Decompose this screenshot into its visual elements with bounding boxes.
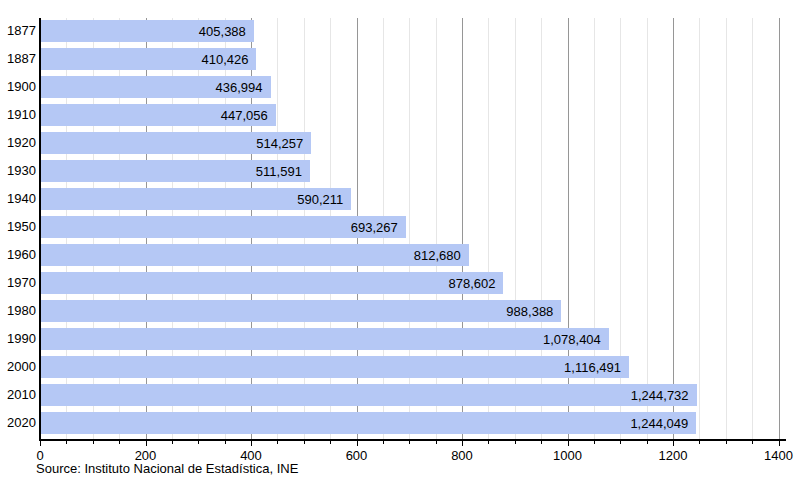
- x-tick-major: [673, 441, 674, 446]
- bar-row: 1990 1,078,404: [0, 328, 800, 350]
- y-axis-year-label: 2010: [0, 384, 36, 406]
- bar-value-label: 590,211: [297, 192, 343, 207]
- bar: 812,680: [41, 244, 469, 266]
- bar-row: 2020 1,244,049: [0, 412, 800, 434]
- x-tick-major: [357, 441, 358, 446]
- bar-value-label: 1,244,049: [630, 416, 688, 431]
- bar-value-label: 988,388: [506, 304, 553, 319]
- bar-row: 1970 878,602: [0, 272, 800, 294]
- bar: 1,244,732: [41, 384, 697, 406]
- x-tick-minor: [541, 441, 542, 444]
- x-tick-label: 800: [432, 448, 492, 463]
- bar: 511,591: [41, 160, 310, 182]
- x-tick-minor: [330, 441, 331, 444]
- x-tick-minor: [225, 441, 226, 444]
- x-tick-major: [251, 441, 252, 446]
- bar-value-label: 410,426: [201, 52, 248, 67]
- x-tick-minor: [436, 441, 437, 444]
- x-tick-minor: [277, 441, 278, 444]
- bar: 410,426: [41, 48, 256, 70]
- bar-value-label: 1,116,491: [564, 360, 621, 375]
- bar-row: 1877 405,388: [0, 20, 800, 42]
- bar-row: 1980 988,388: [0, 300, 800, 322]
- bar-row: 1940 590,211: [0, 188, 800, 210]
- y-axis-year-label: 1940: [0, 188, 36, 210]
- bar-row: 1960 812,680: [0, 244, 800, 266]
- bar-row: 2000 1,116,491: [0, 356, 800, 378]
- x-tick-minor: [726, 441, 727, 444]
- x-tick-minor: [647, 441, 648, 444]
- bar: 436,994: [41, 76, 271, 98]
- y-axis-year-label: 1990: [0, 328, 36, 350]
- y-axis-year-label: 2020: [0, 412, 36, 434]
- bar: 514,257: [41, 132, 311, 154]
- bar-value-label: 812,680: [414, 248, 461, 263]
- bar-value-label: 878,602: [448, 276, 495, 291]
- x-tick-minor: [383, 441, 384, 444]
- x-tick-major: [779, 441, 780, 446]
- bar-value-label: 405,388: [199, 24, 246, 39]
- bar-row: 2010 1,244,732: [0, 384, 800, 406]
- source-note: Source: Instituto Nacional de Estadístic…: [36, 461, 298, 476]
- bar-row: 1930 511,591: [0, 160, 800, 182]
- x-tick-minor: [594, 441, 595, 444]
- bar: 1,116,491: [41, 356, 629, 378]
- bar-value-label: 1,078,404: [543, 332, 601, 347]
- y-axis-year-label: 1887: [0, 48, 36, 70]
- x-tick-minor: [198, 441, 199, 444]
- x-tick-label: 1400: [749, 448, 800, 463]
- y-axis-year-label: 1920: [0, 132, 36, 154]
- y-axis-year-label: 2000: [0, 356, 36, 378]
- bar-value-label: 511,591: [256, 164, 302, 179]
- x-tick-minor: [172, 441, 173, 444]
- x-tick-label: 1000: [538, 448, 598, 463]
- bar-value-label: 447,056: [221, 108, 268, 123]
- x-tick-label: 1200: [643, 448, 703, 463]
- bar: 1,078,404: [41, 328, 609, 350]
- bar-row: 1950 693,267: [0, 216, 800, 238]
- x-tick-major: [40, 441, 41, 446]
- bar-row: 1887 410,426: [0, 48, 800, 70]
- bar-value-label: 693,267: [351, 220, 398, 235]
- y-axis-year-label: 1877: [0, 20, 36, 42]
- bar: 1,244,049: [41, 412, 696, 434]
- y-axis-line: [39, 18, 41, 441]
- x-tick-minor: [409, 441, 410, 444]
- x-tick-minor: [699, 441, 700, 444]
- population-bar-chart: 1877 405,388 1887 410,426 1900 436,994 1910 447…: [0, 0, 800, 480]
- bar-row: 1920 514,257: [0, 132, 800, 154]
- x-tick-minor: [488, 441, 489, 444]
- x-tick-major: [462, 441, 463, 446]
- bar-value-label: 1,244,732: [631, 388, 689, 403]
- bar: 988,388: [41, 300, 561, 322]
- y-axis-year-label: 1980: [0, 300, 36, 322]
- bar-row: 1910 447,056: [0, 104, 800, 126]
- bar-value-label: 514,257: [256, 136, 303, 151]
- x-tick-minor: [620, 441, 621, 444]
- bar: 405,388: [41, 20, 254, 42]
- x-tick-minor: [119, 441, 120, 444]
- y-axis-year-label: 1960: [0, 244, 36, 266]
- x-tick-minor: [515, 441, 516, 444]
- y-axis-year-label: 1930: [0, 160, 36, 182]
- bar: 693,267: [41, 216, 406, 238]
- y-axis-year-label: 1950: [0, 216, 36, 238]
- bar: 878,602: [41, 272, 503, 294]
- x-tick-minor: [66, 441, 67, 444]
- y-axis-year-label: 1900: [0, 76, 36, 98]
- x-tick-label: 600: [327, 448, 387, 463]
- bar-value-label: 436,994: [216, 80, 263, 95]
- x-tick-major: [146, 441, 147, 446]
- bar: 590,211: [41, 188, 351, 210]
- x-tick-minor: [304, 441, 305, 444]
- y-axis-year-label: 1970: [0, 272, 36, 294]
- x-tick-major: [568, 441, 569, 446]
- y-axis-year-label: 1910: [0, 104, 36, 126]
- x-tick-minor: [93, 441, 94, 444]
- x-tick-minor: [752, 441, 753, 444]
- bar-row: 1900 436,994: [0, 76, 800, 98]
- bar: 447,056: [41, 104, 276, 126]
